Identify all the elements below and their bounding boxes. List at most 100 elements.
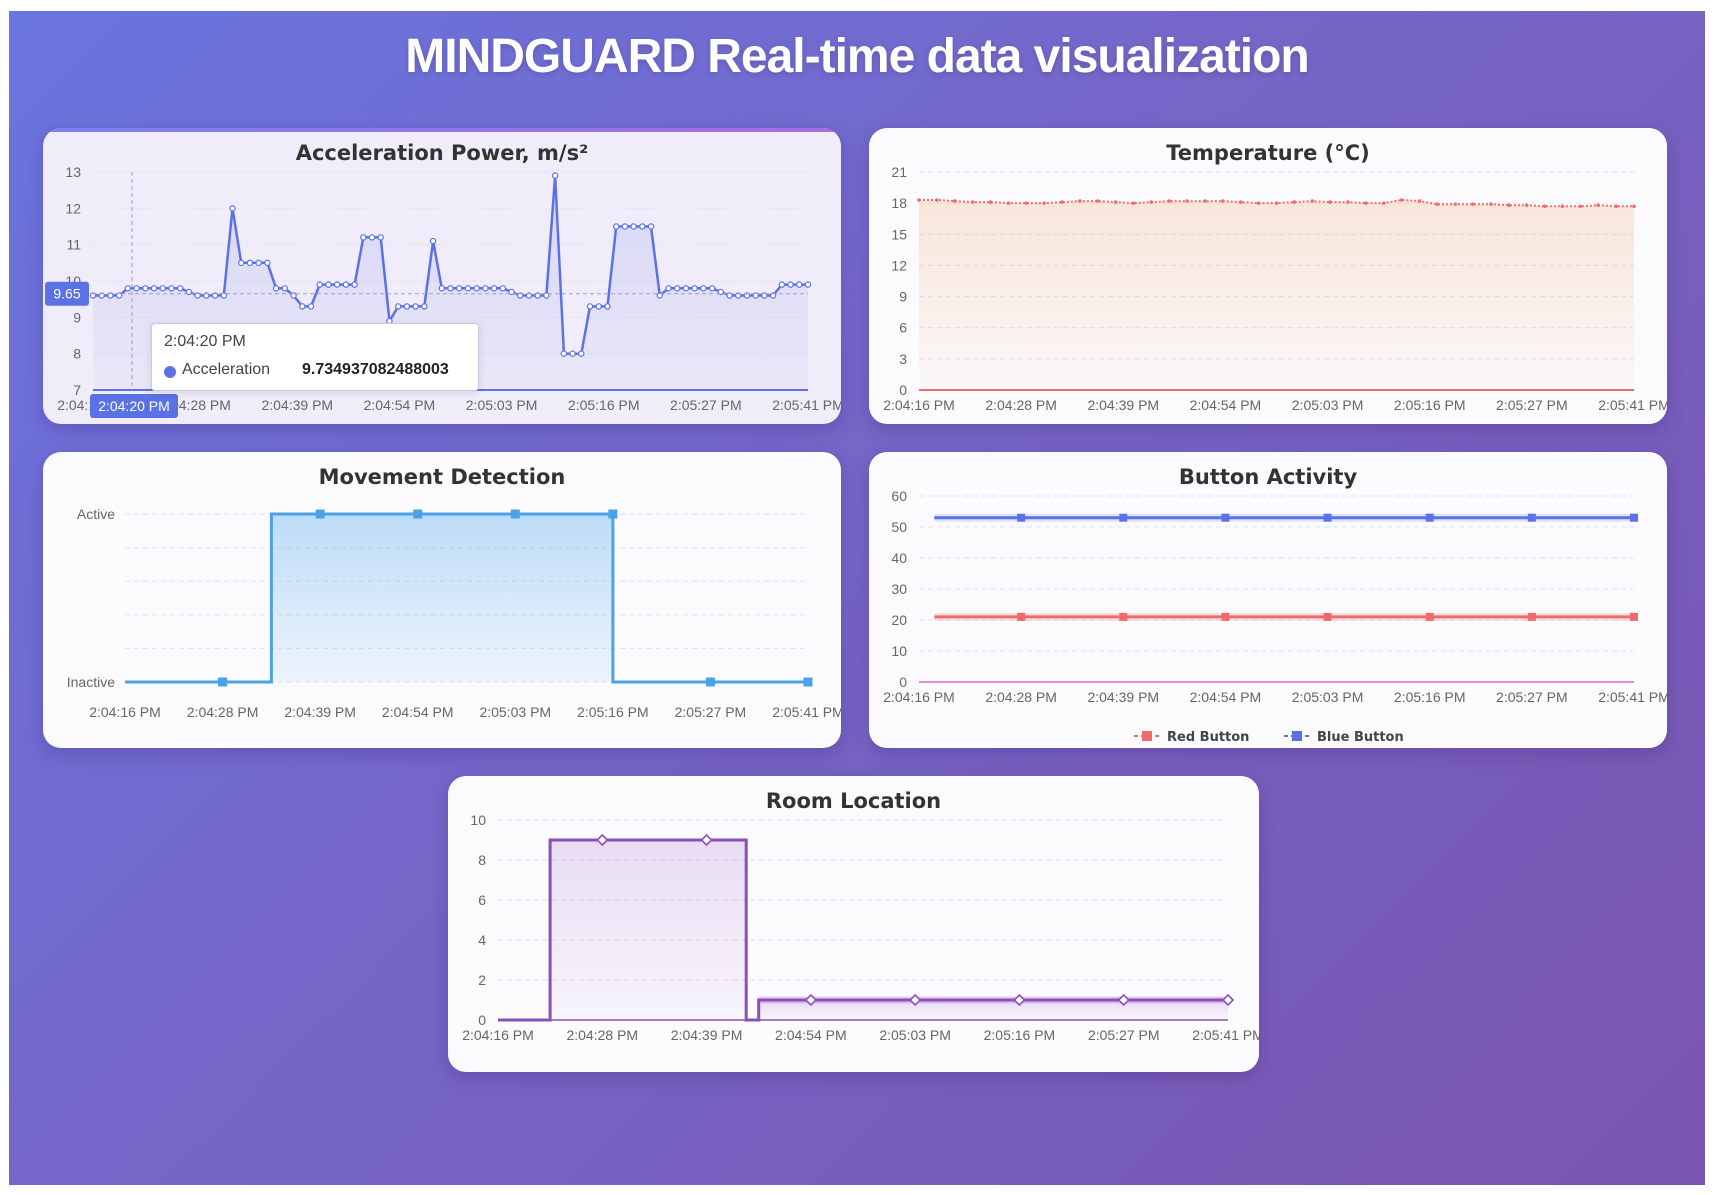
movement-chart[interactable]: Movement Detection Inactive Active 2:04:16 …: [43, 452, 841, 748]
button-activity-chart-panel[interactable]: Button Activity 0 10 20 30 40 50 60 2:04:16 PM 2:…: [869, 452, 1667, 748]
x-tick-label: 2:05:03 PM: [479, 704, 551, 720]
temperature-point: [1346, 200, 1350, 204]
acceleration-point: [272, 285, 280, 292]
temperature-chart[interactable]: Temperature (°C) 0 3 6 9 12 15 18 21 2:04:16 PM 2:…: [869, 128, 1667, 424]
x-tick-label: 2:05:03 PM: [466, 397, 538, 413]
x-tick-label: 2:04:16 PM: [883, 689, 955, 705]
acceleration-point: [98, 292, 105, 299]
room-area-high: [550, 840, 747, 1020]
acceleration-point: [691, 285, 698, 292]
series-marker: [1630, 612, 1638, 621]
chart-title: Button Activity: [1179, 465, 1358, 489]
room-marker: [909, 993, 922, 1007]
x-tick-label: 2:04:54 PM: [775, 1027, 847, 1043]
button-activity-chart[interactable]: Button Activity 0 10 20 30 40 50 60 2:04:16 PM 2:…: [869, 452, 1667, 748]
temperature-point: [1113, 200, 1118, 204]
x-tick-label: 2:04:16 PM: [462, 1027, 534, 1043]
temperature-point: [935, 198, 939, 202]
acceleration-point: [656, 292, 663, 299]
series-marker: [1119, 612, 1128, 621]
movement-active-area: [271, 514, 613, 682]
y-tick-label: 50: [891, 519, 907, 535]
temperature-chart-panel[interactable]: Temperature (°C) 0 3 6 9 12 15 18 21 2:04:16 PM 2:…: [869, 128, 1667, 424]
acceleration-point: [490, 285, 498, 292]
x-tick-label: 2:04:16 PM: [89, 704, 161, 720]
temperature-point: [1560, 204, 1565, 209]
movement-marker: [510, 509, 520, 519]
acceleration-point: [525, 292, 533, 299]
legend-label: Red Button: [1167, 730, 1249, 745]
acceleration-point: [194, 292, 201, 299]
acceleration-point: [543, 292, 550, 299]
temperature-point: [1596, 203, 1601, 208]
temperature-point: [1221, 199, 1225, 203]
y-tick-label: 3: [899, 351, 907, 367]
acceleration-point: [168, 285, 175, 292]
temperature-point: [1435, 202, 1440, 206]
acceleration-point: [717, 288, 725, 296]
temperature-point: [1292, 200, 1297, 204]
movement-chart-panel[interactable]: Movement Detection Inactive Active 2:04:16 …: [43, 452, 841, 748]
temperature-point: [952, 199, 957, 203]
acceleration-point: [647, 223, 655, 230]
acceleration-point: [360, 234, 367, 241]
acceleration-chart-panel[interactable]: Acceleration Power, m/s² 7 8 9 10 11 12 13 2:04:…: [43, 128, 841, 424]
acceleration-point: [316, 281, 323, 288]
acceleration-point: [612, 223, 620, 230]
acceleration-point: [778, 281, 786, 288]
series-marker: [1630, 513, 1638, 522]
temperature-point: [1203, 199, 1207, 203]
legend-marker: [1142, 731, 1152, 741]
movement-line: [125, 512, 808, 684]
temperature-point: [917, 198, 921, 202]
acceleration-point: [630, 223, 637, 230]
temperature-point: [1185, 199, 1189, 203]
room-location-chart-panel[interactable]: Room Location 0 2 4 6 8 10 2:04:16 PM 2:04:28 PM…: [448, 776, 1259, 1072]
room-marker: [804, 993, 817, 1007]
page-title: MINDGUARD Real-time data visualization: [405, 30, 1309, 83]
acceleration-point: [142, 285, 149, 292]
acceleration-point: [682, 285, 690, 292]
acceleration-point: [211, 292, 219, 299]
acceleration-point: [412, 303, 419, 310]
series-marker: [1425, 513, 1434, 522]
acceleration-point: [107, 292, 114, 299]
acceleration-point: [743, 292, 751, 299]
x-tick-label: 2:05:03 PM: [1292, 689, 1364, 705]
x-tick-label: 2:05:41 PM: [772, 704, 841, 720]
y-tick-label: 4: [478, 932, 486, 948]
acceleration-point: [595, 303, 602, 310]
room-marker: [1117, 993, 1130, 1007]
y-tick-label: 12: [891, 257, 907, 273]
temperature-point: [1632, 204, 1636, 209]
acceleration-point: [150, 285, 158, 292]
acceleration-point: [377, 234, 384, 241]
acceleration-point: [665, 285, 672, 292]
temperature-point: [1131, 201, 1136, 205]
room-marker: [1221, 993, 1235, 1007]
movement-marker: [608, 509, 618, 519]
acceleration-point: [185, 288, 193, 296]
temperature-point: [1524, 203, 1529, 208]
acceleration-point: [787, 281, 794, 288]
y-tick-label: 15: [891, 226, 907, 242]
acceleration-point: [133, 285, 140, 292]
x-tick-label: 2:04:54 PM: [1190, 689, 1262, 705]
acceleration-point: [351, 281, 358, 288]
acceleration-point: [639, 223, 646, 230]
y-tick-label: 0: [478, 1012, 486, 1028]
temperature-point: [1578, 204, 1583, 209]
movement-marker: [315, 509, 325, 519]
y-tick-label: 30: [891, 581, 907, 597]
temperature-point: [1256, 201, 1261, 205]
x-tick-label: 2:04:39 PM: [284, 704, 356, 720]
series-marker: [1527, 612, 1536, 621]
temperature-point: [1542, 204, 1547, 209]
acceleration-point: [560, 350, 568, 357]
legend-marker: [1292, 731, 1302, 741]
acceleration-point: [700, 285, 707, 292]
legend-label: Blue Button: [1317, 730, 1404, 745]
acceleration-point: [769, 292, 777, 299]
temperature-point: [1310, 199, 1315, 203]
room-location-chart[interactable]: Room Location 0 2 4 6 8 10 2:04:16 PM 2:04:28 PM…: [448, 776, 1259, 1072]
